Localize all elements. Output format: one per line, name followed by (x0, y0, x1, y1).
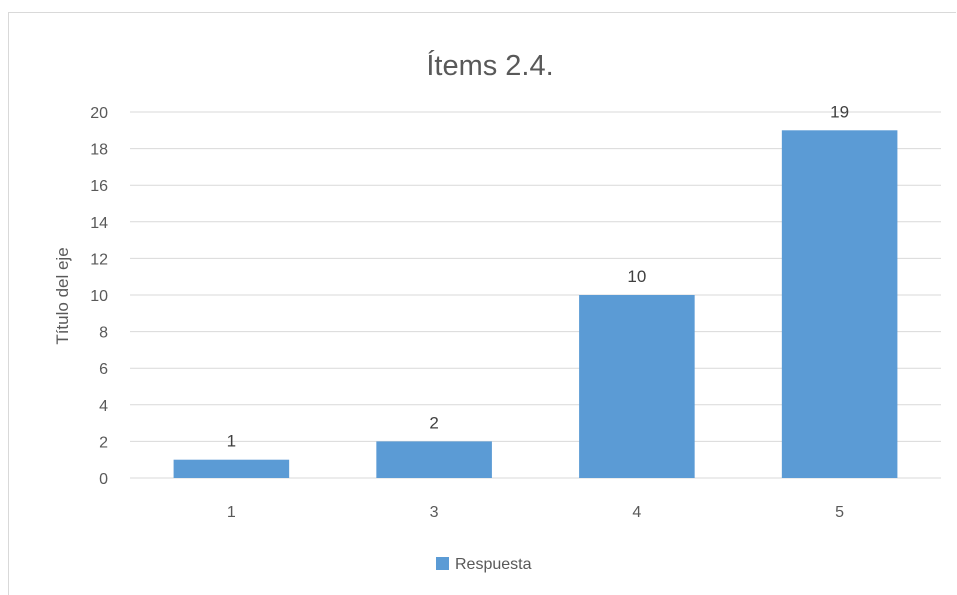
x-tick-label: 5 (835, 504, 844, 521)
data-label: 10 (627, 267, 646, 286)
y-tick-label: 2 (99, 434, 108, 451)
y-axis-title: Título del eje (53, 247, 72, 344)
legend: Respuesta (436, 556, 532, 573)
y-tick-label: 0 (99, 471, 108, 488)
x-tick-label: 4 (632, 504, 641, 521)
x-tick-label: 3 (430, 504, 439, 521)
data-labels: 1 2 10 19 (227, 102, 849, 450)
x-tick-labels: 1 3 4 5 (227, 504, 844, 521)
y-tick-labels: 0 2 4 6 8 10 12 14 16 18 20 (90, 105, 108, 488)
bars (173, 130, 898, 479)
y-tick-label: 6 (99, 361, 108, 378)
y-tick-label: 12 (90, 251, 108, 268)
bar (376, 441, 492, 478)
data-label: 2 (429, 413, 438, 432)
chart-title: Ítems 2.4. (426, 49, 553, 82)
bar (173, 459, 290, 478)
y-tick-label: 16 (90, 178, 108, 195)
bar (579, 295, 695, 478)
legend-label-respuesta: Respuesta (455, 556, 532, 573)
y-tick-label: 18 (90, 142, 108, 159)
x-tick-label: 1 (227, 504, 236, 521)
y-tick-label: 20 (90, 105, 108, 122)
y-tick-label: 10 (90, 288, 108, 305)
y-tick-label: 8 (99, 325, 108, 342)
data-label: 1 (227, 432, 236, 451)
bar (781, 130, 898, 479)
y-tick-label: 14 (90, 215, 108, 232)
data-label: 19 (830, 102, 849, 121)
y-tick-label: 4 (99, 398, 108, 415)
legend-swatch-respuesta (436, 557, 449, 570)
